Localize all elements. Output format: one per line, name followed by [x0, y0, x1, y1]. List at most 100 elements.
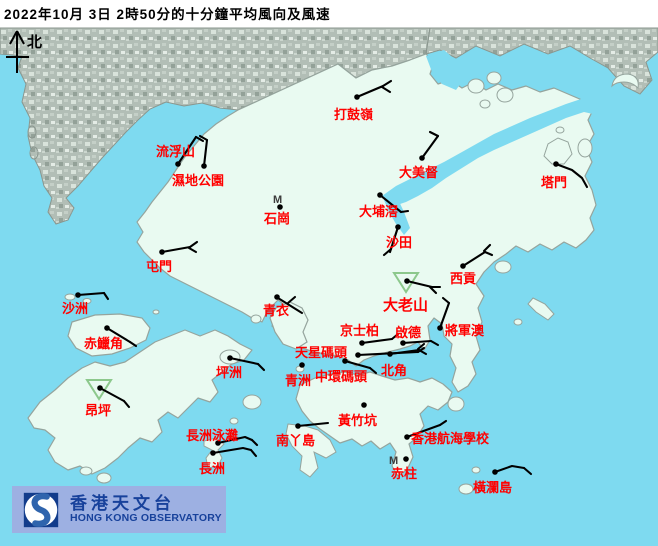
island: [152, 309, 160, 315]
station-sha-chau: 沙洲: [62, 291, 110, 316]
station-cheung-chau-beach: 長洲泳灘: [186, 428, 259, 447]
hong-kong-island: [295, 371, 453, 477]
wind-barb: [276, 296, 304, 315]
station-dot: [277, 204, 283, 210]
wind-barb: [122, 399, 131, 409]
station-label: 將軍澳: [445, 323, 485, 338]
island: [496, 87, 514, 103]
island: [471, 466, 481, 474]
station-label: 天星碼頭: [295, 345, 348, 360]
wind-barb: [388, 348, 421, 356]
station-dot: [460, 263, 466, 269]
station-stanley: M赤柱: [389, 455, 417, 481]
hko-logo-bar: 香港天文台 HONG KONG OBSERVATORY: [12, 486, 226, 533]
wind-barb: [76, 291, 106, 297]
station-chek-lap-kok: 赤鱲角: [84, 325, 138, 351]
station-dot: [274, 294, 280, 300]
station-label: 香港航海學校: [410, 431, 490, 446]
station-dot: [377, 192, 383, 198]
island: [447, 396, 465, 412]
station-label: 西貢: [450, 271, 476, 286]
logo-english-text: HONG KONG OBSERVATORY: [70, 511, 222, 524]
station-dot: [355, 352, 361, 358]
station-label: 赤柱: [391, 466, 417, 481]
wind-barb: [382, 247, 393, 257]
tsing-yi-island: [269, 301, 309, 350]
station-tuen-mun: 屯門: [146, 240, 199, 274]
island: [527, 297, 555, 321]
wind-barb: [483, 250, 494, 257]
station-label: 大老山: [383, 296, 428, 314]
station-dot: [215, 440, 221, 446]
wind-barb: [420, 134, 440, 160]
station-label: 大美督: [399, 165, 438, 180]
station-label: 橫瀾島: [473, 480, 512, 495]
station-shek-kong: M 石崗: [263, 194, 290, 226]
station-dot: [104, 325, 110, 331]
station-label: 黃竹坑: [337, 413, 377, 428]
lamma-island-shape: [285, 423, 337, 478]
station-label: 青洲: [285, 373, 311, 388]
station-label: 京士柏: [340, 323, 379, 338]
wind-barb: [428, 130, 440, 138]
island: [486, 71, 502, 85]
station-tates-cairn: 大老山: [383, 272, 442, 314]
station-dot: [227, 355, 233, 361]
station-label: 昂坪: [85, 403, 111, 418]
station-label: 中環碼頭: [315, 369, 368, 384]
station-hk-sea-school: 香港航海學校: [404, 419, 490, 446]
station-kai-tak: 啟德: [395, 325, 440, 347]
new-territories-land: [136, 53, 597, 393]
wind-barb: [128, 340, 138, 348]
wind-barb: [102, 291, 110, 301]
station-sai-kung: 西貢: [450, 243, 494, 286]
wind-barb: [176, 135, 198, 166]
wind-barb: [194, 135, 205, 143]
station-dot: [359, 340, 365, 346]
station-kings-park: 京士柏: [340, 323, 400, 346]
station-tseung-kwan-o: 將軍澳: [437, 296, 485, 338]
airport-island: [67, 313, 151, 357]
station-label: 青衣: [263, 303, 289, 318]
manual-station-marker: M: [389, 455, 398, 467]
station-lau-fau-shan: 流浮山: [156, 135, 205, 167]
island: [250, 314, 262, 324]
island: [79, 466, 93, 476]
station-dot: [419, 155, 425, 161]
wind-barb: [355, 84, 385, 99]
wind-barb: [160, 245, 192, 254]
station-sha-tin: 沙田: [382, 224, 412, 257]
island: [467, 78, 485, 94]
wind-barb: [461, 250, 487, 268]
station-label: 屯門: [146, 259, 172, 274]
island: [458, 483, 474, 495]
wind-barb: [381, 79, 393, 88]
station-dot: [403, 456, 409, 462]
station-green-island: 青洲: [285, 362, 311, 388]
station-dot: [175, 161, 181, 167]
station-ta-kwu-ling: 打鼓嶺: [334, 79, 393, 122]
wind-barb: [493, 464, 526, 474]
island: [513, 318, 523, 326]
island: [494, 260, 512, 274]
wind-barb: [187, 246, 198, 254]
wind-barb: [417, 348, 428, 356]
wind-barb: [429, 339, 440, 347]
station-dot: [400, 340, 406, 346]
map-title: 2022年10月 3日 2時50分的十分鐘平均風向及風速: [4, 7, 331, 22]
station-lamma-island: 南丫島: [276, 421, 330, 448]
station-label: 打鼓嶺: [334, 107, 373, 122]
station-label: 流浮山: [156, 144, 195, 159]
north-label: 北: [27, 34, 42, 51]
station-label: 沙田: [386, 235, 412, 250]
station-dot: [404, 278, 410, 284]
station-tsing-yi: 青衣: [263, 294, 304, 318]
wind-barb: [360, 337, 394, 345]
wind-barb: [416, 342, 426, 351]
logo-chinese-text: 香港天文台: [70, 494, 175, 514]
wind-barb: [388, 225, 400, 254]
station-label: 南丫島: [276, 433, 315, 448]
island: [82, 298, 92, 304]
wind-barb: [380, 85, 392, 94]
